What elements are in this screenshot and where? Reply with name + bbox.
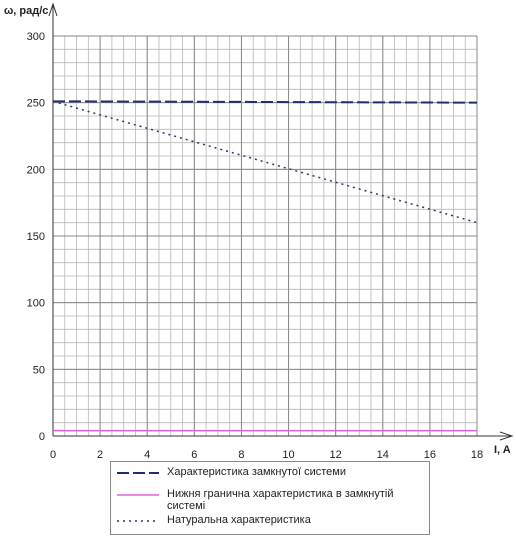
x-axis-arrow	[499, 431, 514, 441]
y-axis-label: ω, рад/с	[4, 5, 48, 17]
x-tick-label: 16	[424, 449, 436, 460]
legend-label: Натуральна характеристика	[167, 514, 311, 526]
y-tick-label: 100	[27, 298, 45, 310]
y-tick-label: 0	[39, 431, 45, 443]
y-tick-label: 200	[27, 164, 45, 176]
x-tick-label: 12	[330, 449, 342, 460]
legend-swatch	[117, 520, 159, 522]
x-axis-label: I, A	[494, 444, 511, 456]
x-tick-label: 2	[97, 449, 103, 460]
x-tick-label: 18	[471, 449, 483, 460]
y-tick-label: 50	[33, 364, 45, 376]
x-tick-label: 8	[238, 449, 244, 460]
x-tick-label: 10	[282, 449, 294, 460]
x-tick-label: 0	[50, 449, 56, 460]
legend-swatch	[117, 494, 159, 496]
x-tick-label: 14	[377, 449, 389, 460]
series-line	[52, 100, 478, 224]
legend: Характеристика замкнутої системи Нижня гр…	[110, 461, 430, 535]
legend-label: Нижня гранична характеристика в замкнуті…	[167, 488, 394, 512]
chart: ω, рад/с I, A 0 2 4 6 8 10 12 14 16 18 0 50 100 150 20…	[4, 2, 514, 460]
x-tick-label: 4	[144, 449, 150, 460]
series-line	[52, 100, 478, 104]
legend-label: Характеристика замкнутої системи	[167, 466, 346, 478]
x-tick-label: 6	[191, 449, 197, 460]
y-tick-label: 150	[27, 231, 45, 243]
y-axis-arrow	[48, 2, 58, 17]
y-tick-label: 300	[27, 31, 45, 43]
legend-swatch	[117, 472, 159, 474]
y-tick-label: 250	[27, 98, 45, 110]
